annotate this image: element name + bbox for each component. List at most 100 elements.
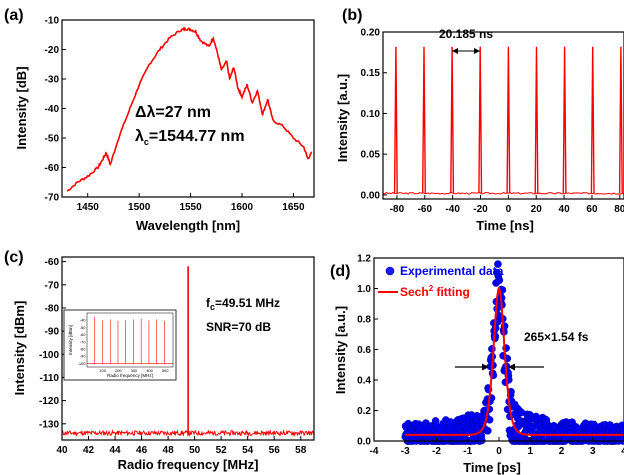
panel-b-baseline: [382, 191, 624, 195]
panel-c-inset: 100 200 300 400 500 -40 -50 -60 -70 -80 -90 -100 R…: [63, 309, 177, 381]
panel-a-y-axis-label: Intensity [dB]: [14, 66, 29, 149]
panel-b-x-tick-label: 40: [559, 204, 571, 215]
panel-c-snr-annotation: SNR=70 dB: [206, 320, 271, 334]
panel-c-x-tick-label: 50: [189, 445, 201, 456]
panel-a-label: (a): [4, 7, 24, 24]
panel-b-pulse: [618, 46, 623, 194]
panel-c-y-tick-label: -90: [45, 327, 60, 338]
panel-c-x-tick-label: 56: [269, 445, 281, 456]
panel-c-inset-frame: [86, 312, 174, 368]
panel-c-x-axis-label: Radio frequency [MHz]: [118, 457, 259, 472]
panel-c-inset-x-ticks: 100 200 300 400 500: [99, 368, 169, 373]
panel-c-inset-x-tick-label: 200: [115, 368, 122, 373]
panel-b-pulse: [534, 46, 539, 194]
panel-c-x-tick-label: 48: [163, 445, 175, 456]
panel-c-inset-y-tick-label: -60: [80, 332, 87, 337]
panel-c-x-tick-label: 52: [216, 445, 228, 456]
panel-b-x-tick-label: -80: [390, 204, 405, 215]
panel-d-legend-label-data: Experimental data: [400, 264, 504, 278]
panel-c-inset-y-tick-label: -40: [80, 318, 87, 323]
panel-c-inset-y-ticks: -40 -50 -60 -70 -80 -90 -100: [77, 318, 86, 366]
panel-c-x-ticks: 40 42 44 46 48 50 52 54 56 58: [56, 436, 307, 456]
panel-b-pulse: [506, 46, 511, 194]
panel-b-pulse: [422, 46, 426, 194]
panel-d-legend: Experimental data Sech2 fitting: [378, 264, 504, 299]
panel-c-x-tick-label: 40: [56, 445, 68, 456]
panel-d-x-tick-label: 4: [621, 446, 624, 457]
panel-d-x-tick-label: 1: [527, 446, 533, 457]
panel-d-data-point: [477, 436, 486, 445]
panel-d-y-tick-label: 0.2: [357, 406, 371, 417]
panel-d-fwhm-arrows: [455, 363, 544, 371]
panel-c-y-tick-label: -120: [39, 396, 59, 407]
panel-c-inset-y-tick-label: -80: [80, 347, 87, 352]
panel-b-y-tick-label: 0.10: [361, 109, 381, 120]
panel-a-y-ticks: -70 -60 -50 -40 -30 -20 -10: [45, 16, 66, 204]
panel-c-inset-x-tick-label: 500: [162, 368, 169, 373]
panel-c-label: (c): [4, 249, 24, 266]
panel-c-x-tick-label: 46: [136, 445, 148, 456]
panel-c-noise-floor: [61, 429, 315, 438]
panel-c-x-tick-label: 44: [109, 445, 121, 456]
panel-d-x-tick-label: 3: [590, 446, 596, 457]
panel-a-center-wavelength-annotation: λc=1544.77 nm: [135, 128, 245, 147]
panel-b-pulse: [393, 46, 398, 194]
panel-b-x-tick-label: 60: [586, 204, 598, 215]
panel-c-y-tick-label: -60: [45, 257, 60, 268]
panel-a-y-tick-label: -30: [45, 75, 60, 86]
panel-d-legend-label-fit: Sech2 fitting: [400, 284, 470, 299]
panel-b-x-ticks: -80 -60 -40 -20 0 20 40 60 80: [390, 195, 624, 215]
panel-a-x-tick-label: 1600: [231, 202, 254, 213]
panel-d-y-tick-label: 1.0: [357, 284, 371, 295]
panel-d-y-tick-label: 0.4: [357, 376, 371, 387]
panel-d-x-tick-label: 2: [559, 446, 565, 457]
panel-b-pulse: [590, 46, 595, 194]
panel-c-inset-y-tick-label: -90: [80, 354, 87, 359]
panel-b-period-arrow: [452, 48, 480, 54]
panel-d-x-tick-label: -3: [401, 446, 410, 457]
panel-a-spectrum-line: [66, 26, 313, 192]
panel-c-x-tick-label: 58: [295, 445, 307, 456]
panel-c-inset-y-tick-label: -70: [80, 339, 87, 344]
panel-b-y-tick-label: 0.20: [361, 28, 381, 39]
panel-d-y-tick-label: 0.6: [357, 345, 371, 356]
panel-a-y-tick-label: -40: [45, 104, 60, 115]
panel-c-y-tick-label: -110: [40, 373, 60, 384]
panel-a-x-tick-label: 1650: [282, 202, 305, 213]
panel-d-y-tick-label: 0.0: [357, 437, 371, 448]
panel-d-x-tick-label: -1: [463, 446, 472, 457]
panel-d-y-axis-label: Intensity [a.u.]: [333, 306, 348, 394]
panel-d-x-axis-label: Time [ps]: [463, 460, 521, 475]
panel-b-y-ticks: 0.00 0.05 0.10 0.15 0.20: [361, 28, 387, 201]
panel-d-x-tick-label: -2: [432, 446, 441, 457]
panel-a-y-tick-label: -10: [45, 16, 60, 27]
panel-d-label: (d): [330, 263, 350, 280]
panel-c-inset-plot-area: [87, 316, 173, 364]
panel-d-y-tick-label: 0.8: [357, 315, 371, 326]
panel-b-frame: [382, 31, 624, 200]
panel-a-bandwidth-annotation: Δλ=27 nm: [135, 104, 211, 121]
panel-a-y-tick-label: -60: [45, 163, 60, 174]
panel-a-x-tick-label: 1550: [179, 202, 202, 213]
panel-b: (b) -80 -60 -40 -20 0 20 40 60 80 0.000.050.100.…: [335, 7, 624, 233]
panel-a: (a) 1450 1500 1550 1600 1650 -70 -60 -50 -40 -30…: [4, 7, 315, 233]
panel-a-x-tick-label: 1450: [77, 202, 100, 213]
panel-c-y-tick-label: -70: [45, 280, 60, 291]
panel-c-inset-y-tick-label: -100: [77, 361, 86, 366]
panel-b-x-tick-label: -60: [418, 204, 433, 215]
panel-c-inset-x-tick-label: 300: [131, 368, 138, 373]
panel-b-x-axis-label: Time [ns]: [476, 218, 534, 233]
panel-c-inset-box: [63, 309, 177, 381]
panel-d-data-point: [483, 426, 492, 435]
panel-d-y-ticks: 0.0 0.2 0.4 0.6 0.8 1.0 1.2: [357, 254, 378, 448]
panel-c-inset-y-tick-label: -50: [80, 325, 87, 330]
panel-b-y-tick-label: 0.05: [361, 150, 381, 161]
panel-b-x-tick-label: -20: [473, 204, 488, 215]
panel-d-legend-marker-data: [385, 266, 395, 276]
panel-b-x-tick-label: -40: [445, 204, 460, 215]
panel-b-pulse: [478, 46, 483, 194]
panel-b-pulse: [450, 46, 455, 194]
panel-a-y-tick-label: -70: [45, 193, 60, 204]
panel-a-x-ticks: 1450 1500 1550 1600 1650: [77, 193, 305, 213]
